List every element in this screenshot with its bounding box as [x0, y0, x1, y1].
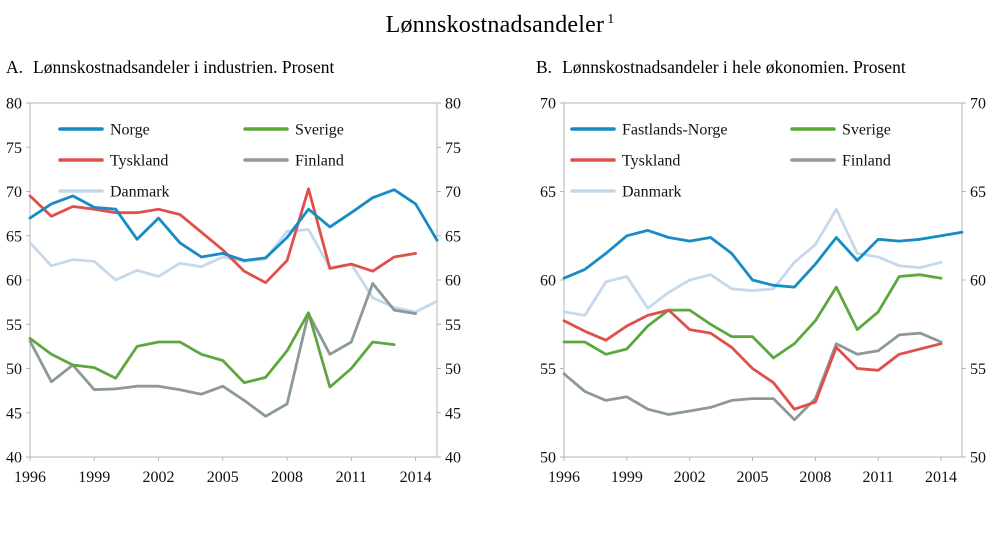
x-tick-label: 1999 — [78, 469, 110, 486]
x-tick-label: 1999 — [611, 469, 643, 486]
charts-row: A. Lønnskostnadsandeler i industrien. Pro… — [0, 57, 1000, 502]
y-tick-label-left: 70 — [540, 96, 556, 113]
y-tick-label-right: 70 — [970, 96, 986, 113]
series-line-danmark — [562, 207, 943, 317]
chart-a-canvas: 40 40 45 45 50 50 55 55 60 60 65 65 70 70 75 75 80 80 1996… — [6, 96, 461, 487]
page-title: Lønnskostnadsandeler 1 — [0, 0, 1000, 39]
y-tick-label-right: 55 — [970, 361, 986, 378]
y-tick-label-left: 60 — [540, 273, 556, 290]
y-tick-label-right: 50 — [970, 450, 986, 467]
x-tick-label: 1996 — [14, 469, 46, 486]
legend-item-tyskland: Tyskland — [58, 153, 168, 170]
panel-a: A. Lønnskostnadsandeler i industrien. Pro… — [0, 57, 500, 502]
legend-item-sverige: Sverige — [243, 122, 344, 139]
legend-label: Norge — [110, 122, 150, 139]
y-tick-label-left: 45 — [6, 405, 22, 422]
series-line-finland — [28, 282, 417, 418]
panel-b-label: B. — [536, 57, 553, 77]
plot-frame — [29, 102, 438, 458]
y-tick-label-right: 70 — [445, 184, 461, 201]
legend-label: Finland — [842, 153, 891, 170]
legend-label: Sverige — [842, 122, 891, 139]
series-line-fastlands-norge — [562, 229, 964, 289]
x-tick-label: 2005 — [207, 469, 239, 486]
x-tick-label: 2014 — [925, 469, 957, 486]
y-tick-label-left: 70 — [6, 184, 22, 201]
y-tick-label-right: 60 — [970, 273, 986, 290]
panel-b-subtitle: B. Lønnskostnadsandeler i hele økonomien.… — [500, 57, 1000, 85]
y-tick-label-left: 65 — [540, 184, 556, 201]
title-superscript: 1 — [607, 12, 615, 27]
legend-item-danmark: Danmark — [58, 184, 170, 201]
y-tick-label-left: 40 — [6, 450, 22, 467]
legend-label: Danmark — [622, 184, 682, 201]
legend-label: Finland — [295, 153, 344, 170]
x-tick-label: 2011 — [336, 469, 367, 486]
y-tick-label-left: 50 — [6, 361, 22, 378]
series-line-tyskland — [28, 187, 417, 285]
legend-item-norge: Norge — [58, 122, 150, 139]
legend-item-sverige: Sverige — [790, 122, 891, 139]
x-tick-label: 2011 — [863, 469, 894, 486]
page-title-text: Lønnskostnadsandeler — [385, 12, 605, 38]
series-line-sverige — [28, 311, 396, 389]
y-tick-label-left: 55 — [540, 361, 556, 378]
y-tick-label-left: 65 — [6, 228, 22, 245]
x-tick-label: 2008 — [271, 469, 303, 486]
panel-a-subtitle: A. Lønnskostnadsandeler i industrien. Pro… — [0, 57, 500, 85]
y-tick-label-right: 50 — [445, 361, 461, 378]
y-tick-label-right: 45 — [445, 405, 461, 422]
legend-label: Tyskland — [622, 153, 680, 170]
y-tick-label-right: 80 — [445, 96, 461, 113]
legend-label: Fastlands-Norge — [622, 122, 727, 139]
series-line-danmark — [28, 228, 439, 314]
legend-item-finland: Finland — [243, 153, 344, 170]
y-tick-label-left: 60 — [6, 273, 22, 290]
series-line-norge — [28, 188, 439, 262]
legend-label: Sverige — [295, 122, 344, 139]
series-line-finland — [562, 331, 943, 422]
y-tick-label-left: 55 — [6, 317, 22, 334]
y-tick-label-right: 65 — [970, 184, 986, 201]
x-tick-label: 2002 — [143, 469, 175, 486]
legend-item-danmark: Danmark — [570, 184, 682, 201]
panel-a-title: Lønnskostnadsandeler i industrien. Prose… — [33, 57, 335, 77]
x-tick-label: 1996 — [548, 469, 580, 486]
legend-item-tyskland: Tyskland — [570, 153, 680, 170]
legend-item-finland: Finland — [790, 153, 891, 170]
y-tick-label-right: 75 — [445, 140, 461, 157]
x-tick-label: 2005 — [737, 469, 769, 486]
x-tick-label: 2014 — [400, 469, 432, 486]
chart-b-canvas: 50 50 55 55 60 60 65 65 70 70 1996 1999 2002 2005 2008… — [540, 96, 986, 487]
y-tick-label-right: 65 — [445, 228, 461, 245]
series-line-sverige — [562, 273, 943, 360]
y-tick-label-right: 55 — [445, 317, 461, 334]
x-tick-label: 2008 — [799, 469, 831, 486]
x-tick-label: 2002 — [674, 469, 706, 486]
y-tick-label-left: 80 — [6, 96, 22, 113]
panel-b: B. Lønnskostnadsandeler i hele økonomien.… — [500, 57, 1000, 502]
y-tick-label-left: 75 — [6, 140, 22, 157]
legend-item-fastlands-norge: Fastlands-Norge — [570, 122, 727, 139]
y-tick-label-right: 40 — [445, 450, 461, 467]
legend-label: Tyskland — [110, 153, 168, 170]
panel-b-title: Lønnskostnadsandeler i hele økonomien. P… — [562, 57, 906, 77]
series-line-tyskland — [562, 308, 943, 411]
panel-a-label: A. — [6, 57, 24, 77]
y-tick-label-right: 60 — [445, 273, 461, 290]
y-tick-label-left: 50 — [540, 450, 556, 467]
legend-label: Danmark — [110, 184, 170, 201]
